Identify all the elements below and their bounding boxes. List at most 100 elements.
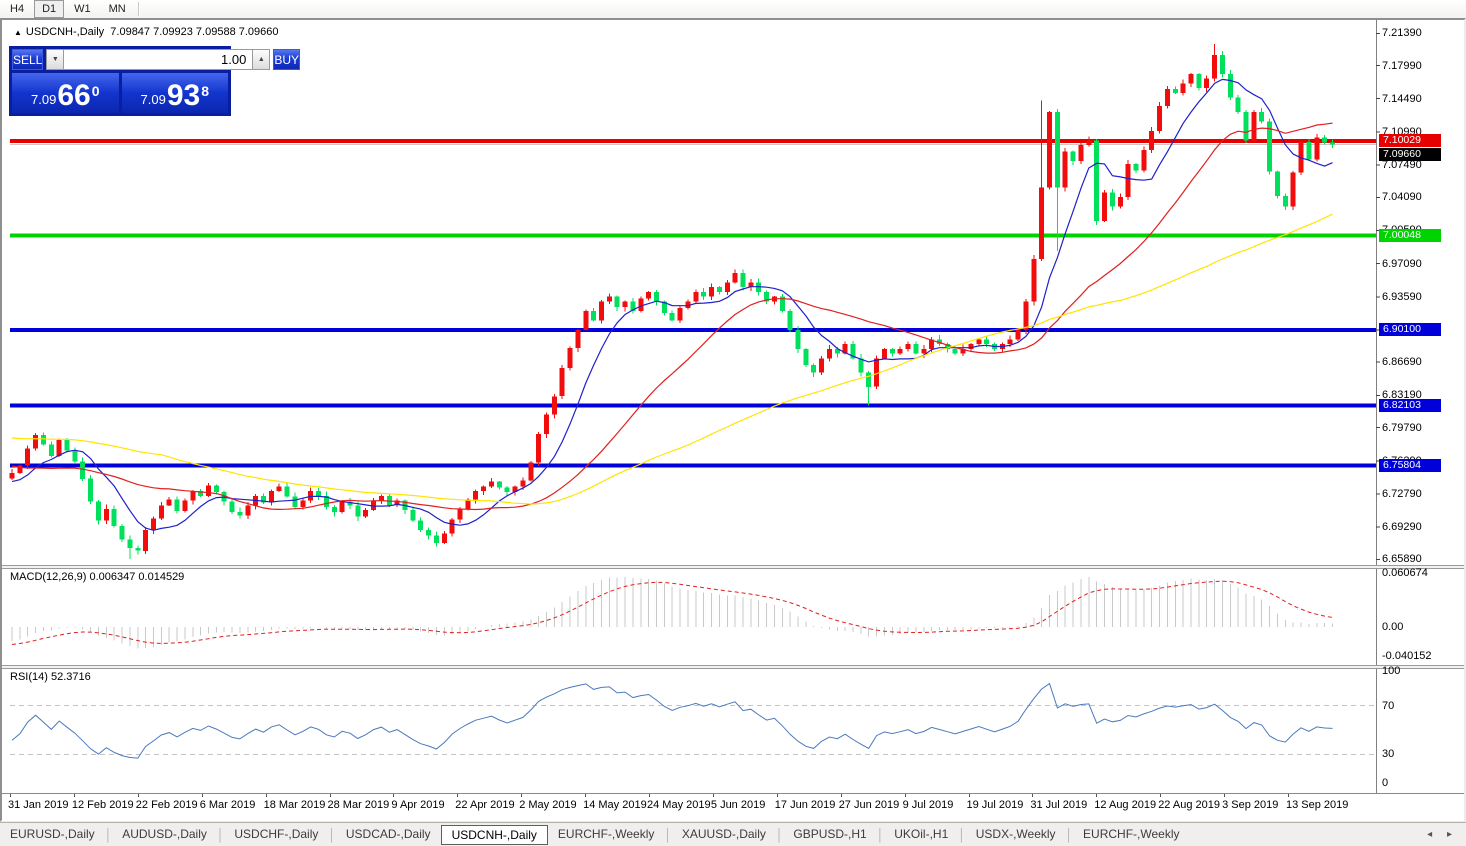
price-axis-label: 6.69290 — [1382, 521, 1422, 533]
sell-price-pip: 0 — [91, 83, 100, 99]
time-axis[interactable]: 31 Jan 2019 12 Feb 2019 22 Feb 2019 6 Mar 2… — [2, 793, 1464, 821]
timeframe-button-h4[interactable]: H4 — [10, 3, 25, 15]
sell-price-main: 66 — [57, 79, 91, 112]
time-axis-label: 12 Aug 2019 — [1094, 799, 1157, 811]
macd-values: 0.006347 0.014529 — [89, 571, 185, 583]
hline-price-label: 6.75804 — [1379, 459, 1441, 472]
sell-button[interactable]: SELL — [12, 49, 44, 70]
hline-price-label: 7.10029 — [1379, 134, 1441, 147]
collapse-triangle-icon[interactable]: ▲ — [14, 28, 22, 37]
chart-tab-usdcad-daily[interactable]: USDCAD-,Daily — [345, 827, 431, 841]
chart-tab-xauusd-daily[interactable]: XAUUSD-,Daily — [681, 827, 766, 841]
time-axis-label: 22 Feb 2019 — [135, 799, 198, 811]
price-axis-label: 7.14490 — [1382, 93, 1422, 105]
price-axis-label: 6.79790 — [1382, 422, 1422, 434]
time-axis-label: 27 Jun 2019 — [838, 799, 900, 811]
time-axis-label: 12 Feb 2019 — [71, 799, 134, 811]
price-axis[interactable]: 7.21390 7.17990 7.14490 7.10990 7.07490 7.040… — [1379, 20, 1464, 793]
timeframe-toolbar: H4 D1 W1 MN — [0, 0, 1466, 19]
time-axis-tick — [73, 794, 75, 797]
time-axis-tick — [1032, 794, 1034, 797]
time-axis-tick — [585, 794, 587, 797]
buy-price-box[interactable]: 7.09 93 8 — [121, 73, 228, 113]
rsi-name: RSI(14) — [10, 671, 48, 683]
time-axis-label: 14 May 2019 — [583, 799, 647, 811]
macd-axis-label: -0.040152 — [1382, 650, 1432, 662]
price-axis-label: 6.86690 — [1382, 356, 1422, 368]
volume-input[interactable] — [64, 49, 253, 70]
price-chart-canvas[interactable] — [2, 20, 1464, 793]
time-axis-label: 31 Jan 2019 — [8, 799, 69, 811]
time-axis-tick — [393, 794, 395, 797]
chart-window: ▲ USDCNH-,Daily 7.09847 7.09923 7.09588 7… — [0, 18, 1466, 822]
time-axis-tick — [968, 794, 970, 797]
time-axis-tick — [521, 794, 523, 797]
chart-tab-eurchf-weekly[interactable]: EURCHF-,Weekly — [1083, 827, 1180, 841]
chart-tab-gbpusd-h1[interactable]: GBPUSD-,H1 — [793, 827, 867, 841]
chart-title: ▲ USDCNH-,Daily 7.09847 7.09923 7.09588 7… — [14, 26, 279, 38]
volume-decrease-button[interactable]: ▼ — [46, 49, 65, 70]
rsi-axis-label: 100 — [1382, 665, 1401, 677]
time-axis-tick — [457, 794, 459, 797]
time-axis-label: 17 Jun 2019 — [774, 799, 836, 811]
time-axis-label: 5 Jun 2019 — [710, 799, 766, 811]
chart-tab-eurchf-weekly[interactable]: EURCHF-,Weekly — [557, 827, 655, 841]
timeframe-button-d1[interactable]: D1 — [34, 0, 65, 18]
rsi-axis-label: 70 — [1382, 700, 1395, 712]
buy-price-main: 93 — [166, 79, 201, 112]
buy-button[interactable]: BUY — [273, 49, 301, 70]
price-axis-label: 6.65890 — [1382, 553, 1422, 565]
time-axis-label: 24 May 2019 — [647, 799, 711, 811]
rsi-value: 52.3716 — [50, 671, 91, 683]
time-axis-label: 28 Mar 2019 — [327, 799, 390, 811]
bid-price-label: 7.09660 — [1379, 148, 1441, 161]
tab-separator: │ — [328, 827, 336, 842]
time-axis-label: 9 Apr 2019 — [391, 799, 445, 811]
time-axis-tick — [1096, 794, 1098, 797]
tab-separator: │ — [216, 827, 225, 842]
buy-price-prefix: 7.09 — [140, 92, 166, 107]
time-axis-label: 2 May 2019 — [519, 799, 577, 811]
chart-symbol-timeframe: USDCNH-,Daily — [25, 26, 105, 38]
one-click-trading-panel: SELL ▼ ▲ BUY 7.09 66 0 7.09 93 8 — [9, 46, 301, 116]
time-axis-label: 22 Apr 2019 — [455, 799, 515, 811]
price-axis-label: 7.07490 — [1382, 159, 1422, 171]
price-axis-label: 7.21390 — [1382, 27, 1422, 39]
time-axis-tick — [329, 794, 331, 797]
rsi-indicator-label: RSI(14) 52.3716 — [10, 671, 91, 683]
time-axis-tick — [10, 794, 11, 797]
chart-tab-ukoil-h1[interactable]: UKOil-,H1 — [894, 827, 949, 841]
time-axis-label: 22 Aug 2019 — [1158, 799, 1220, 811]
time-axis-label: 3 Sep 2019 — [1222, 799, 1279, 811]
chart-tab-usdcnh-daily[interactable]: USDCNH-,Daily — [440, 824, 548, 845]
hline-price-label: 6.90100 — [1379, 323, 1441, 336]
pane-splitter-macd[interactable] — [2, 565, 1464, 569]
chart-tab-eurusd-daily[interactable]: EURUSD-,Daily — [10, 827, 95, 841]
chart-tab-usdchf-daily[interactable]: USDCHF-,Daily — [234, 827, 319, 841]
hline-price-label: 6.82103 — [1379, 399, 1441, 412]
time-axis-tick — [265, 794, 267, 797]
volume-increase-button[interactable]: ▲ — [252, 49, 271, 70]
rsi-axis-label: 0 — [1382, 777, 1389, 789]
price-axis-label: 6.72790 — [1382, 488, 1422, 500]
time-axis-tick — [840, 794, 842, 797]
timeframe-button-w1[interactable]: W1 — [74, 3, 91, 15]
time-axis-tick — [137, 794, 139, 797]
rsi-axis-label: 30 — [1382, 748, 1395, 760]
chart-tab-bar: EURUSD-,Daily │ AUDUSD-,Daily │ USDCHF-,Dail… — [0, 822, 1466, 846]
sell-price-box[interactable]: 7.09 66 0 — [12, 73, 119, 113]
chart-tab-audusd-daily[interactable]: AUDUSD-,Daily — [122, 827, 207, 841]
timeframe-button-mn[interactable]: MN — [108, 3, 126, 15]
macd-axis-label: 0.060674 — [1382, 567, 1428, 579]
time-axis-label: 18 Mar 2019 — [263, 799, 326, 811]
price-axis-label: 7.17990 — [1382, 60, 1422, 72]
tab-scroll-arrows[interactable]: ◂ ▸ — [1427, 829, 1458, 840]
time-axis-label: 6 Mar 2019 — [199, 799, 256, 811]
chart-tab-usdx-weekly[interactable]: USDX-,Weekly — [975, 827, 1056, 841]
time-axis-tick — [201, 794, 203, 797]
tab-separator: │ — [104, 827, 113, 842]
time-axis-tick — [649, 794, 650, 797]
pane-splitter-rsi[interactable] — [2, 665, 1464, 669]
time-axis-tick — [1288, 794, 1289, 797]
price-axis-label: 6.93590 — [1382, 291, 1422, 303]
